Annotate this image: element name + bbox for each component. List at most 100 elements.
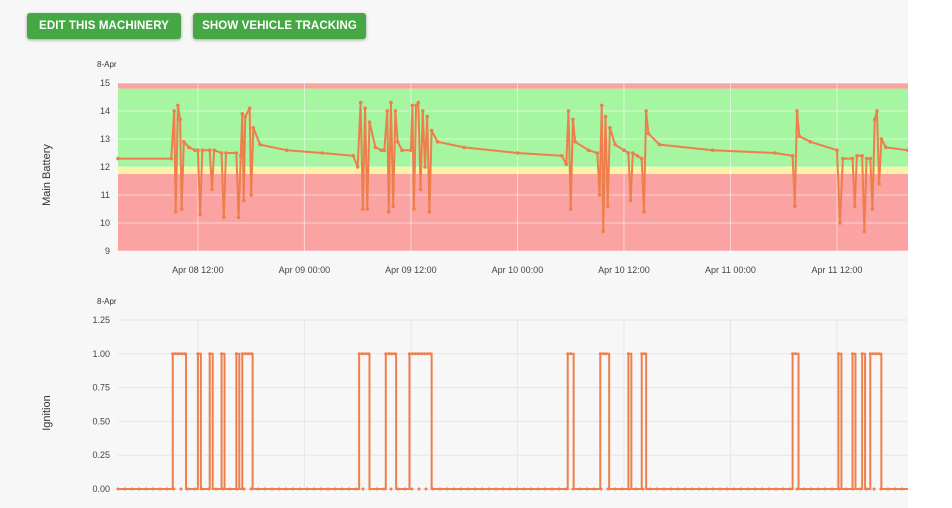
ignition-data-point[interactable] — [228, 487, 232, 491]
ignition-data-point[interactable] — [466, 487, 470, 491]
ignition-data-point[interactable] — [246, 352, 250, 356]
ignition-data-point[interactable] — [347, 487, 351, 491]
battery-data-point[interactable] — [423, 165, 427, 169]
ignition-data-point[interactable] — [270, 487, 274, 491]
ignition-data-point[interactable] — [180, 352, 184, 356]
battery-data-point[interactable] — [386, 210, 391, 214]
battery-data-point[interactable] — [835, 148, 839, 152]
battery-data-point[interactable] — [877, 182, 881, 186]
ignition-data-point[interactable] — [384, 352, 388, 356]
ignition-data-point[interactable] — [123, 487, 127, 491]
ignition-data-point[interactable] — [165, 487, 169, 491]
ignition-data-point[interactable] — [648, 487, 652, 491]
ignition-data-point[interactable] — [515, 487, 519, 491]
battery-data-point[interactable] — [179, 207, 184, 211]
battery-data-point[interactable] — [210, 187, 214, 192]
ignition-data-point[interactable] — [389, 487, 393, 491]
battery-data-point[interactable] — [657, 142, 662, 147]
battery-data-point[interactable] — [568, 207, 573, 211]
battery-data-point[interactable] — [355, 165, 360, 169]
ignition-data-point[interactable] — [413, 352, 417, 356]
ignition-data-point[interactable] — [816, 487, 820, 491]
ignition-data-point[interactable] — [868, 352, 872, 356]
ignition-data-point[interactable] — [732, 487, 736, 491]
battery-data-point[interactable] — [236, 215, 241, 220]
ignition-data-point[interactable] — [585, 487, 589, 491]
battery-data-point[interactable] — [116, 156, 120, 161]
ignition-data-point[interactable] — [407, 352, 411, 356]
battery-data-point[interactable] — [595, 151, 600, 155]
ignition-data-point[interactable] — [403, 487, 407, 491]
ignition-data-point[interactable] — [116, 487, 120, 491]
ignition-data-point[interactable] — [256, 487, 260, 491]
ignition-data-point[interactable] — [417, 487, 421, 491]
ignition-data-point[interactable] — [634, 487, 638, 491]
battery-data-point[interactable] — [393, 109, 398, 113]
battery-data-point[interactable] — [564, 162, 569, 166]
ignition-data-point[interactable] — [760, 487, 764, 491]
battery-data-point[interactable] — [187, 145, 191, 150]
ignition-data-point[interactable] — [220, 352, 224, 356]
ignition-data-point[interactable] — [599, 487, 603, 491]
ignition-data-point[interactable] — [836, 352, 840, 356]
battery-data-point[interactable] — [361, 207, 365, 211]
ignition-data-point[interactable] — [613, 487, 617, 491]
ignition-data-point[interactable] — [640, 352, 644, 356]
ignition-data-point[interactable] — [893, 487, 897, 491]
battery-data-point[interactable] — [420, 109, 425, 113]
battery-data-point[interactable] — [884, 145, 888, 150]
ignition-data-point[interactable] — [424, 487, 428, 491]
battery-data-point[interactable] — [389, 100, 393, 105]
battery-data-point[interactable] — [631, 151, 635, 155]
ignition-data-point[interactable] — [340, 487, 344, 491]
ignition-data-point[interactable] — [144, 487, 148, 491]
ignition-data-point[interactable] — [431, 487, 435, 491]
battery-data-point[interactable] — [870, 207, 875, 211]
ignition-data-point[interactable] — [690, 487, 694, 491]
battery-data-point[interactable] — [400, 148, 404, 152]
ignition-data-point[interactable] — [571, 487, 575, 491]
ignition-data-point[interactable] — [522, 487, 526, 491]
battery-data-point[interactable] — [207, 148, 212, 152]
battery-data-point[interactable] — [599, 103, 604, 108]
ignition-data-point[interactable] — [179, 487, 183, 491]
ignition-data-point[interactable] — [243, 352, 247, 356]
ignition-data-point[interactable] — [566, 352, 570, 356]
ignition-data-point[interactable] — [333, 487, 337, 491]
ignition-data-point[interactable] — [753, 487, 757, 491]
ignition-data-point[interactable] — [767, 487, 771, 491]
battery-data-point[interactable] — [838, 221, 842, 225]
ignition-data-point[interactable] — [830, 487, 834, 491]
ignition-data-point[interactable] — [501, 487, 505, 491]
battery-data-point[interactable] — [793, 204, 797, 208]
ignition-data-point[interactable] — [200, 487, 204, 491]
ignition-data-point[interactable] — [158, 487, 162, 491]
ignition-data-point[interactable] — [360, 352, 364, 356]
ignition-data-point[interactable] — [445, 487, 449, 491]
battery-data-point[interactable] — [243, 114, 248, 119]
ignition-data-point[interactable] — [641, 487, 645, 491]
ignition-data-point[interactable] — [425, 352, 429, 356]
ignition-data-point[interactable] — [151, 487, 155, 491]
battery-data-point[interactable] — [234, 151, 239, 155]
battery-data-point[interactable] — [176, 103, 180, 108]
battery-data-point[interactable] — [560, 154, 564, 158]
ignition-data-point[interactable] — [606, 487, 610, 491]
ignition-data-point[interactable] — [249, 352, 253, 356]
battery-data-point[interactable] — [178, 117, 182, 122]
ignition-data-point[interactable] — [459, 487, 463, 491]
ignition-data-point[interactable] — [669, 487, 673, 491]
battery-data-point[interactable] — [224, 151, 228, 155]
battery-data-point[interactable] — [385, 109, 390, 113]
battery-data-point[interactable] — [601, 229, 606, 234]
battery-data-point[interactable] — [379, 148, 384, 152]
battery-data-point[interactable] — [258, 142, 262, 147]
ignition-data-point[interactable] — [186, 487, 190, 491]
ignition-data-point[interactable] — [130, 487, 134, 491]
ignition-data-point[interactable] — [419, 352, 423, 356]
battery-data-point[interactable] — [868, 156, 873, 161]
ignition-data-point[interactable] — [298, 487, 302, 491]
ignition-data-point[interactable] — [578, 487, 582, 491]
ignition-data-point[interactable] — [221, 487, 225, 491]
battery-data-point[interactable] — [373, 145, 378, 150]
